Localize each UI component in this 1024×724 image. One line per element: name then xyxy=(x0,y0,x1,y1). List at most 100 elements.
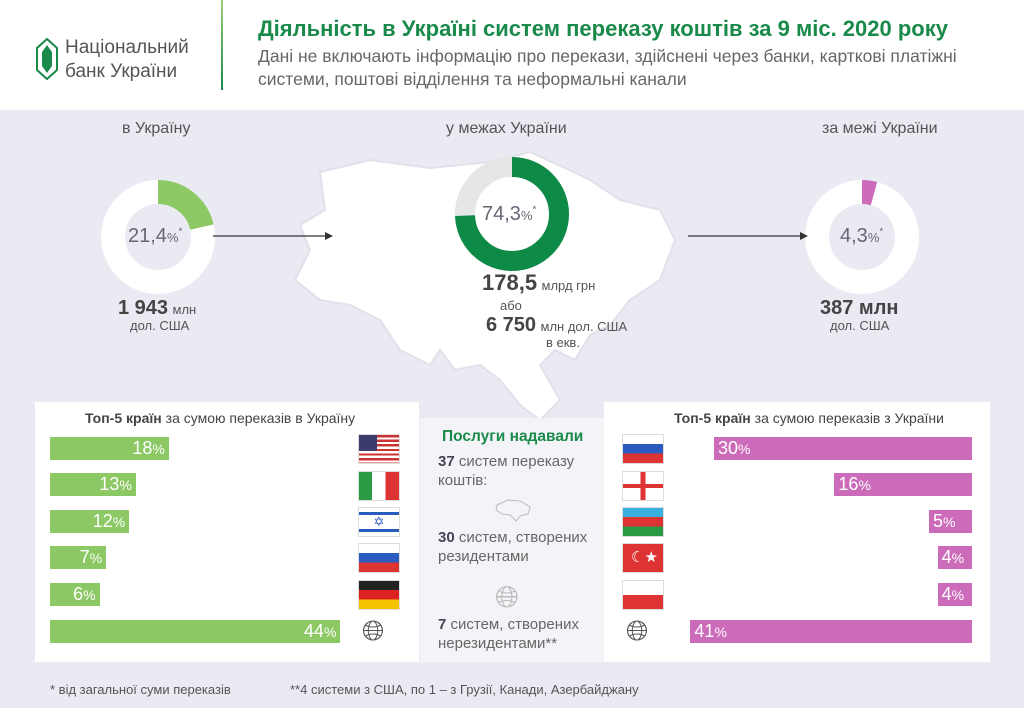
pct-sign: % xyxy=(520,208,533,223)
asterisk: * xyxy=(532,204,537,216)
bar-грузія: 16% xyxy=(834,473,972,496)
flag-usa-icon xyxy=(358,434,400,464)
title-rest: за сумою переказів в Україну xyxy=(161,410,356,426)
bar-value-label: 4 xyxy=(941,584,952,604)
inbound-amount-value: 1 943 xyxy=(118,297,169,319)
outbound-donut xyxy=(805,180,919,294)
bar-value-label: 18 xyxy=(132,438,153,458)
ukraine-map-icon xyxy=(495,499,531,522)
bar-value-label: 12 xyxy=(92,511,113,531)
bar-value-label: 13 xyxy=(99,474,120,494)
bar-value-label: 41 xyxy=(694,621,715,641)
flag-russia-icon xyxy=(358,543,400,573)
outbound-percent: 4,3%* xyxy=(840,225,883,248)
bar-інші: 44% xyxy=(50,620,341,643)
pct-sign: % xyxy=(858,477,871,493)
ukraine-map xyxy=(293,150,677,422)
outbound-currency: дол. США xyxy=(830,318,890,333)
pct-sign: % xyxy=(943,514,956,530)
asterisk: * xyxy=(178,226,183,238)
pct-sign: % xyxy=(323,624,337,640)
domestic-usd-unit: млн дол. США xyxy=(540,319,628,334)
header xyxy=(0,0,1024,110)
services-residents: 30 систем, створених резидентами xyxy=(438,528,603,566)
title-bold: Топ-5 країн xyxy=(85,410,162,426)
domestic-donut-segment xyxy=(455,157,569,271)
outbound-label: за межі України xyxy=(822,120,938,137)
asterisk: * xyxy=(879,226,884,238)
globe-icon: 🌐︎ xyxy=(495,581,519,614)
page-title: Діяльність в Україні систем переказу кош… xyxy=(258,16,948,41)
bar-італія: 13% xyxy=(50,473,136,496)
bar-росія: 7% xyxy=(50,546,107,569)
bar-value-label: 7 xyxy=(79,547,90,567)
bar-польща: 4% xyxy=(937,583,972,606)
footnote-1: * від загальної суми переказів xyxy=(50,682,231,697)
flag-poland-icon xyxy=(622,580,664,610)
domestic-usd-value: 6 750 xyxy=(486,314,537,336)
inbound-currency: дол. США xyxy=(130,318,190,333)
bar-value-label: 6 xyxy=(73,584,84,604)
pct-sign: % xyxy=(119,477,132,493)
flag-israel-icon: ✡ xyxy=(358,507,400,537)
bar-value-label: 4 xyxy=(941,547,952,567)
inbound-label: в Україну xyxy=(122,120,191,137)
flag-germany-icon xyxy=(358,580,400,610)
bar-ізраїль: 12% xyxy=(50,510,130,533)
inbound-donut xyxy=(101,180,215,294)
outbound-percent-value: 4,3 xyxy=(840,225,868,247)
title-rest: за сумою переказів з України xyxy=(750,410,944,426)
arrow-right-icon xyxy=(213,232,333,240)
flag-italy-icon xyxy=(358,471,400,501)
bar-сша: 18% xyxy=(50,437,169,460)
bar-туреччина: 4% xyxy=(937,546,972,569)
header-divider xyxy=(221,0,223,90)
outbound-donut-segment xyxy=(805,180,919,294)
services-nonresidents: 7 систем, створених нерезидентами** xyxy=(438,615,603,653)
services-residents-text: систем, створених резидентами xyxy=(438,529,588,565)
flag-georgia-icon xyxy=(622,471,664,501)
pct-sign: % xyxy=(112,514,126,530)
pct-sign: % xyxy=(738,441,751,457)
outbound-amount: 387 млн xyxy=(820,297,899,319)
inbound-amount: 1 943 млн xyxy=(118,297,196,320)
pct-sign: % xyxy=(89,550,103,566)
logo-text: Національний банк України xyxy=(65,36,189,84)
pct-sign: % xyxy=(152,441,165,457)
services-nonresidents-text: систем, створених нерезидентами** xyxy=(438,616,579,652)
inbound-percent-value: 21,4 xyxy=(128,225,167,247)
pct-sign: % xyxy=(867,230,880,245)
logo-line2: банк України xyxy=(65,61,178,82)
bar-value-label: 44 xyxy=(303,621,324,641)
flag-azerbaijan-icon xyxy=(622,507,664,537)
domestic-percent-value: 74,3 xyxy=(482,203,521,225)
pct-sign: % xyxy=(83,587,96,603)
flag-russia-icon xyxy=(622,434,664,464)
services-nonresidents-number: 7 xyxy=(438,616,447,633)
bar-value-label: 5 xyxy=(933,511,944,531)
outbound-top5-title: Топ-5 країн за сумою переказів з України xyxy=(674,410,944,426)
pct-sign: % xyxy=(951,587,965,603)
domestic-equiv: в екв. xyxy=(546,335,580,350)
nbu-logo-icon xyxy=(36,38,58,80)
logo-line1: Національний xyxy=(65,37,189,58)
services-total-number: 37 xyxy=(438,453,455,470)
page-subtitle: Дані не включають інформацію про переказ… xyxy=(258,46,957,89)
services-total-text: систем переказу коштів: xyxy=(438,453,575,489)
title-bold: Топ-5 країн xyxy=(674,410,751,426)
inbound-unit: млн xyxy=(172,302,197,317)
pct-sign: % xyxy=(951,550,965,566)
domestic-uah-unit: млрд грн xyxy=(541,278,596,293)
inbound-donut-segment xyxy=(101,180,215,294)
domestic-donut xyxy=(455,157,569,271)
domestic-percent: 74,3%* xyxy=(482,203,536,226)
services-residents-number: 30 xyxy=(438,529,455,546)
inbound-top5-title: Топ-5 країн за сумою переказів в Україну xyxy=(85,410,355,426)
domestic-or: або xyxy=(500,298,522,313)
footnote-2: **4 системи з США, по 1 – з Грузії, Кана… xyxy=(290,682,639,697)
pct-sign: % xyxy=(166,230,179,245)
bar-value-label: 30 xyxy=(718,438,739,458)
arrow-right-icon xyxy=(688,232,808,240)
bar-німеччина: 6% xyxy=(50,583,100,606)
flag-turkey-icon: ☾★ xyxy=(622,543,664,573)
